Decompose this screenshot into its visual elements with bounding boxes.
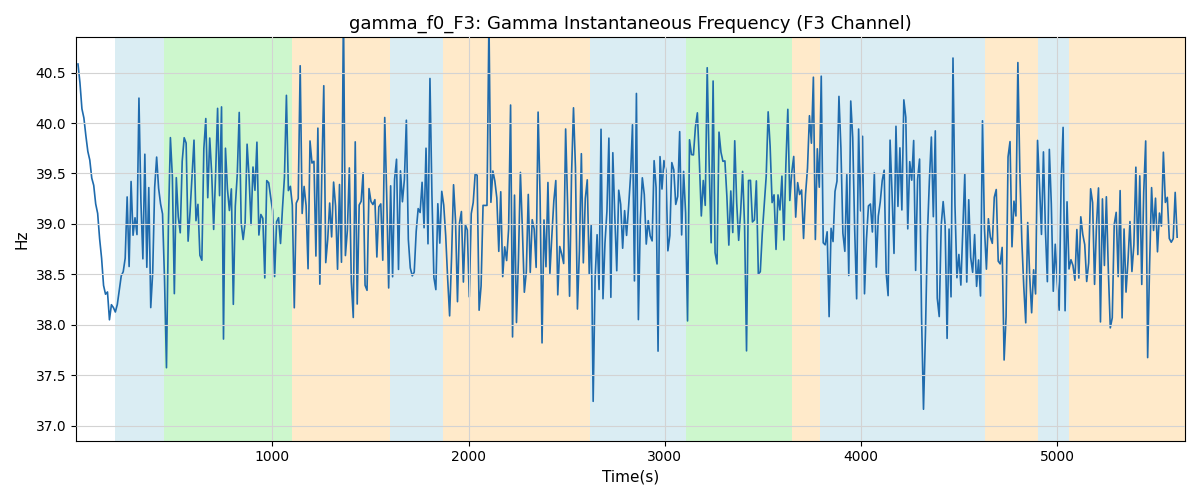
Bar — [686, 38, 792, 440]
Bar — [683, 38, 686, 440]
Bar — [390, 38, 443, 440]
Bar — [1069, 38, 1186, 440]
Bar — [292, 38, 390, 440]
Bar — [443, 38, 461, 440]
Bar — [985, 38, 1038, 440]
Bar — [164, 38, 292, 440]
Bar — [820, 38, 985, 440]
Bar — [590, 38, 683, 440]
Title: gamma_f0_F3: Gamma Instantaneous Frequency (F3 Channel): gamma_f0_F3: Gamma Instantaneous Frequen… — [349, 15, 912, 34]
X-axis label: Time(s): Time(s) — [602, 470, 659, 485]
Bar — [1038, 38, 1069, 440]
Bar — [461, 38, 590, 440]
Bar — [115, 38, 164, 440]
Y-axis label: Hz: Hz — [14, 230, 30, 249]
Bar — [792, 38, 820, 440]
